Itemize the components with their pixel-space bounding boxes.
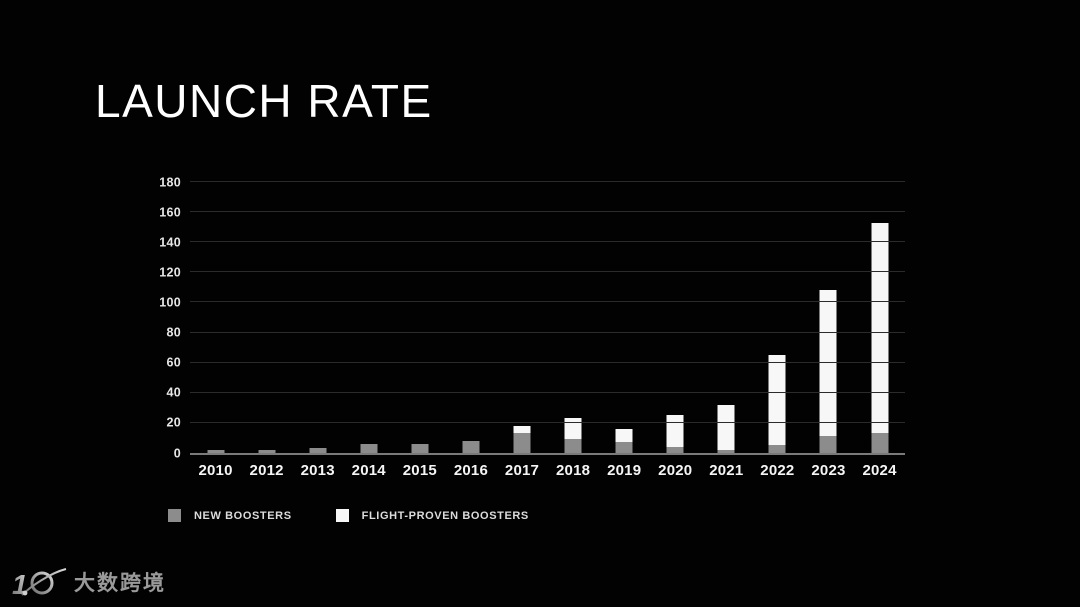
bar-segment-flight-proven-boosters-2017 [513,425,531,434]
y-tick-label-140: 140 [159,234,181,249]
bar-segment-flight-proven-boosters-2021 [717,404,735,450]
bar-2021 [717,404,735,453]
bar-2020 [666,415,684,453]
bar-segment-new-boosters-2019 [615,442,633,453]
x-tick-label-2018: 2018 [555,462,591,479]
watermark-text: 大数跨境 [74,572,166,595]
bar-slot-2020: 2020 [650,182,701,479]
y-tick-label-80: 80 [166,325,181,340]
bar-slot-2016: 2016 [445,182,496,479]
bar-segment-new-boosters-2021 [717,450,735,453]
x-tick-label-2010: 2010 [198,462,233,479]
y-tick-label-160: 160 [159,204,181,219]
bar-2016 [462,440,480,453]
gridline-140 [190,241,905,243]
gridline-40 [190,391,905,393]
bar-2024 [871,222,889,453]
bar-segment-new-boosters-2012 [258,450,276,453]
bar-segment-new-boosters-2024 [871,433,889,453]
x-tick-label-2020: 2020 [658,462,693,479]
page-title: LAUNCH RATE [95,75,433,127]
bar-segment-flight-proven-boosters-2024 [871,222,889,434]
legend-swatch-flight-proven-boosters [335,509,349,522]
legend-item-new-boosters: NEW BOOSTERS [168,509,292,522]
bar-slot-2012: 2012 [241,182,292,479]
bar-segment-new-boosters-2018 [564,439,582,453]
bar-slot-2018: 2018 [548,182,599,479]
y-tick-label-120: 120 [159,265,181,280]
bar-segment-flight-proven-boosters-2022 [768,355,786,446]
plot-area: 2010 2012 2013 2014 2015 2016 2017 2018 2019 2020… [159,176,905,479]
bar-segment-new-boosters-2023 [819,436,837,453]
x-tick-label-2023: 2023 [811,462,846,479]
bar-slot-2024: 2024 [854,182,905,479]
bar-2017 [513,425,531,453]
y-tick-label-60: 60 [166,355,181,370]
gridline-20 [190,421,905,423]
bar-slot-2019: 2019 [599,182,650,479]
gridline-180 [190,181,905,182]
x-tick-label-2015: 2015 [402,462,437,479]
legend-swatch-new-boosters [168,509,181,522]
orbit-10-logo-icon: 1 [12,568,67,600]
bar-2019 [615,428,633,453]
bar-segment-flight-proven-boosters-2018 [564,418,582,440]
x-tick-label-2012: 2012 [249,462,284,479]
bar-segment-flight-proven-boosters-2023 [819,290,837,437]
x-tick-label-2022: 2022 [760,462,795,479]
x-tick-label-2017: 2017 [504,462,540,479]
legend-label: FLIGHT-PROVEN BOOSTERS [361,509,529,522]
bar-2022 [768,355,786,453]
x-tick-label-2019: 2019 [607,462,642,479]
bar-2023 [819,290,837,453]
y-tick-label-20: 20 [166,415,181,430]
x-tick-label-2021: 2021 [709,462,744,479]
bar-segment-new-boosters-2016 [462,440,480,453]
gridline-80 [190,331,905,333]
bar-segment-new-boosters-2010 [207,450,225,453]
bar-segment-new-boosters-2014 [360,443,378,453]
bar-2015 [411,443,429,453]
bar-slot-2021: 2021 [701,182,752,479]
legend-item-flight-proven-boosters: FLIGHT-PROVEN BOOSTERS [335,509,529,522]
bar-slot-2017: 2017 [496,182,547,479]
bar-segment-flight-proven-boosters-2020 [666,415,684,447]
chart-legend: NEW BOOSTERS FLIGHT-PROVEN BOOSTERS [168,509,529,522]
legend-label: NEW BOOSTERS [194,509,292,522]
gridline-120 [190,271,905,273]
gridline-160 [190,211,905,213]
gridline-100 [190,301,905,303]
x-tick-label-2014: 2014 [351,462,386,479]
bar-slots: 2010 2012 2013 2014 2015 2016 2017 2018 2019 2020… [190,182,905,479]
bar-2010 [207,450,225,453]
bar-slot-2014: 2014 [343,182,394,479]
bar-2013 [309,448,327,453]
bar-segment-new-boosters-2013 [309,448,327,453]
bar-segment-new-boosters-2017 [513,433,531,453]
watermark: 1 大数跨境 [12,563,166,601]
bar-segment-new-boosters-2020 [666,446,684,453]
bar-slot-2023: 2023 [803,182,854,479]
y-tick-label-180: 180 [159,174,181,189]
bar-slot-2022: 2022 [752,182,803,479]
x-tick-label-2024: 2024 [862,462,897,479]
bar-slot-2010: 2010 [190,182,241,479]
y-tick-label-40: 40 [166,385,181,400]
bar-slot-2015: 2015 [394,182,445,479]
bar-segment-flight-proven-boosters-2019 [615,428,633,443]
y-tick-label-0: 0 [173,445,181,460]
bar-2014 [360,443,378,453]
bar-slot-2013: 2013 [292,182,343,479]
bar-2012 [258,450,276,453]
x-tick-label-2016: 2016 [453,462,489,479]
bar-segment-new-boosters-2022 [768,445,786,453]
x-tick-label-2013: 2013 [300,462,335,479]
gridline-60 [190,361,905,363]
bar-2018 [564,418,582,453]
bar-segment-new-boosters-2015 [411,443,429,453]
y-tick-label-100: 100 [159,295,181,310]
